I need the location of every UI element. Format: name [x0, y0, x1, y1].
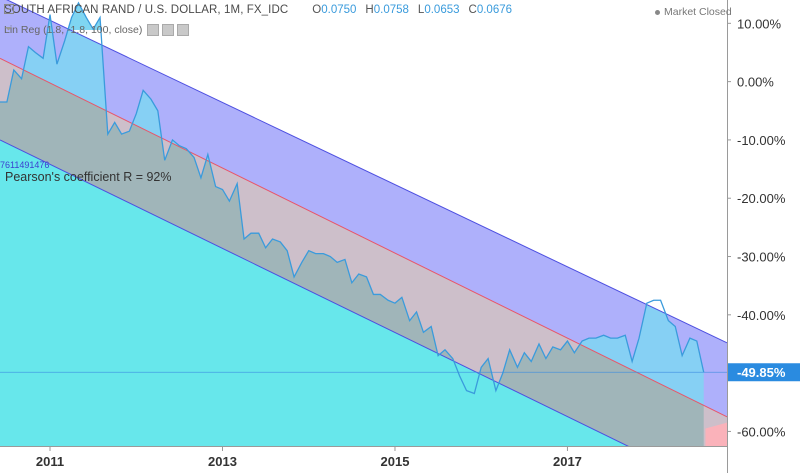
y-tick-label-2: -10.00%: [737, 133, 786, 148]
y-tick-label-5: -40.00%: [737, 308, 786, 323]
price-line: [0, 1, 705, 395]
market-status: Market Closed: [655, 6, 732, 18]
ohlc-close: C0.0676: [468, 4, 513, 16]
y-tick-label-1: 0.00%: [737, 75, 774, 90]
last-value-label: -49.85%: [737, 365, 786, 380]
regression-line: [0, 57, 728, 418]
chart-header: SOUTH AFRICAN RAND / U.S. DOLLAR, 1M, FX…: [4, 4, 512, 16]
lower-band-line: [0, 139, 685, 473]
upper-band-line: [6, 0, 728, 344]
regression-upper-value: 7611491476: [0, 160, 50, 170]
pearson-annotation: Pearson's coefficient R = 92%: [5, 170, 172, 184]
ohlc-open: O0.0750: [312, 4, 357, 16]
indicator-legend: Lin Reg (1.8, -1.8, 100, close): [4, 24, 190, 36]
ohlc-readout: O0.0750 H0.0758 L0.0653 C0.0676: [312, 4, 512, 16]
regression-red-tail: [705, 422, 727, 446]
y-tick-label-7: -60.00%: [737, 424, 786, 439]
status-dot-icon: [655, 9, 660, 15]
close-icon[interactable]: [177, 24, 190, 36]
below-channel-fill: [0, 139, 727, 473]
eye-icon[interactable]: [147, 24, 160, 36]
caret-down-icon[interactable]: [4, 24, 13, 33]
x-tick-label-1: 2013: [208, 454, 237, 469]
y-tick-label-4: -30.00%: [737, 250, 786, 265]
settings-icon[interactable]: [162, 24, 175, 36]
indicator-label[interactable]: Lin Reg (1.8, -1.8, 100, close): [4, 24, 143, 36]
symbol-title: SOUTH AFRICAN RAND / U.S. DOLLAR, 1M, FX…: [4, 4, 289, 16]
y-tick-label-0: 10.00%: [737, 16, 782, 31]
x-tick-label-3: 2017: [553, 454, 582, 469]
ohlc-low: L0.0653: [417, 4, 460, 16]
x-tick-label-0: 2011: [36, 454, 64, 469]
time-axis-bg: [0, 446, 800, 473]
last-value-badge: [728, 363, 800, 382]
ohlc-high: H0.0758: [365, 4, 409, 16]
upper-channel-fill: [0, 0, 727, 417]
collapse-square-icon[interactable]: [4, 4, 14, 14]
y-tick-label-3: -20.00%: [737, 191, 786, 206]
x-tick-label-2: 2015: [381, 454, 410, 469]
price-axis-bg: [727, 0, 800, 473]
